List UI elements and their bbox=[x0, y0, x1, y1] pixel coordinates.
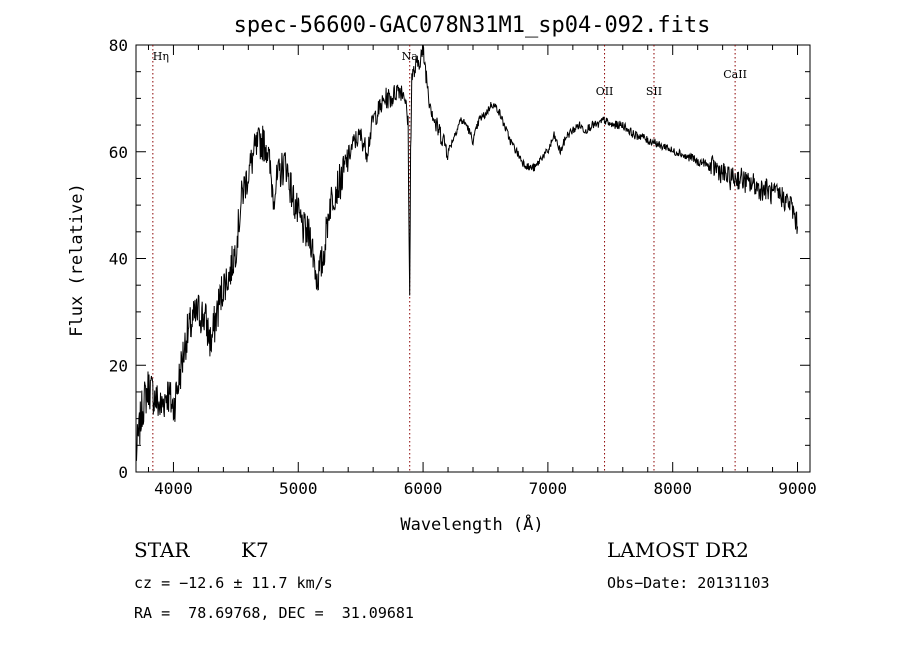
y-tick-label: 20 bbox=[109, 356, 128, 375]
x-tick-label: 6000 bbox=[404, 479, 443, 498]
spectrum-line bbox=[135, 44, 798, 461]
y-tick-label: 40 bbox=[109, 250, 128, 269]
redshift-cz: cz = −12.6 ± 11.7 km/s bbox=[134, 574, 333, 592]
x-axis-label: Wavelength (Å) bbox=[400, 513, 543, 535]
y-tick-label: 0 bbox=[118, 463, 128, 482]
x-tick-label: 7000 bbox=[529, 479, 568, 498]
object-subclass: K7 bbox=[241, 538, 269, 562]
coordinates: RA = 78.69768, DEC = 31.09681 bbox=[134, 604, 414, 622]
y-axis-label: Flux (relative) bbox=[67, 183, 87, 337]
y-tick-label: 60 bbox=[109, 143, 128, 162]
line-marker-label: CaII bbox=[723, 68, 747, 81]
chart-title: spec-56600-GAC078N31M1_sp04-092.fits bbox=[234, 13, 711, 38]
plot-axes: 4000 5000 6000 7000 8000 9000 0 20 40 60 80 bbox=[109, 36, 817, 498]
line-marker-label: SII bbox=[646, 85, 662, 98]
x-tick-label: 9000 bbox=[778, 479, 817, 498]
x-tick-label: 8000 bbox=[653, 479, 692, 498]
spectrum-series bbox=[135, 44, 798, 461]
y-tick-label: 80 bbox=[109, 36, 128, 55]
line-markers: Hη Na OII SII CaII bbox=[152, 45, 747, 472]
line-marker-label: Hη bbox=[153, 50, 169, 63]
line-marker-label: Na bbox=[402, 50, 419, 63]
plot-frame bbox=[135, 44, 811, 473]
x-tick-label: 4000 bbox=[154, 479, 193, 498]
observation-date: Obs−Date: 20131103 bbox=[607, 574, 770, 592]
object-class: STAR bbox=[134, 538, 190, 562]
survey-name: LAMOST DR2 bbox=[607, 538, 749, 562]
line-marker-label: OII bbox=[596, 85, 614, 98]
x-tick-label: 5000 bbox=[279, 479, 318, 498]
